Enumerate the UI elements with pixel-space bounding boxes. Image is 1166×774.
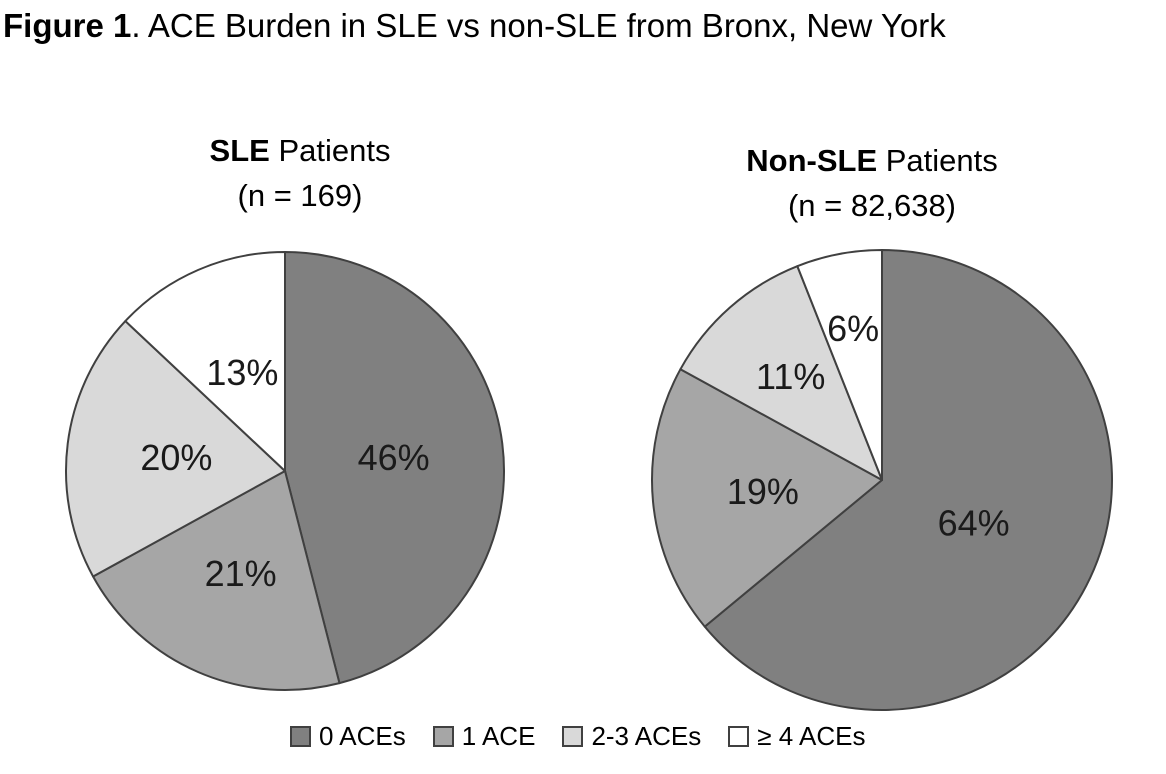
legend-label-4-plus-aces: ≥ 4 ACEs bbox=[757, 721, 866, 751]
figure-title: Figure 1. ACE Burden in SLE vs non-SLE f… bbox=[3, 6, 946, 46]
figure-title-text: . ACE Burden in SLE vs non-SLE from Bron… bbox=[131, 7, 946, 44]
pie-chart-sle-patients: 46% 21% 20% 13% bbox=[65, 251, 505, 691]
chart-title-non-sle-bold: Non-SLE bbox=[746, 143, 878, 178]
pie-slice-1-ace bbox=[92, 470, 341, 691]
legend-label-1-ace: 1 ACE bbox=[461, 721, 536, 751]
pie-slice-2-3-aces bbox=[65, 320, 286, 578]
legend-label-2-3-aces: 2-3 ACEs bbox=[591, 721, 702, 751]
legend-label-0-aces: 0 ACEs bbox=[319, 721, 406, 751]
slice-label--4-aces: 6% bbox=[827, 308, 879, 349]
chart-title-non-sle: Non-SLE Patients (n = 82,638) bbox=[672, 138, 1072, 228]
chart-title-sle-rest: Patients bbox=[269, 133, 391, 168]
slice-label-0-aces: 64% bbox=[938, 503, 1010, 544]
slice-label-1-ace: 21% bbox=[205, 553, 277, 594]
legend-swatch-1-ace bbox=[432, 725, 454, 747]
slice-label--4-aces: 13% bbox=[206, 352, 278, 393]
legend-item-4-plus-aces: ≥ 4 ACEs bbox=[728, 723, 865, 749]
legend-item-2-3-aces: 2-3 ACEs bbox=[562, 723, 701, 749]
legend-item-0-aces: 0 ACEs bbox=[290, 723, 406, 749]
chart-title-non-sle-line1: Non-SLE Patients bbox=[672, 138, 1072, 183]
chart-title-non-sle-rest: Patients bbox=[877, 143, 998, 178]
chart-subtitle-sle: (n = 169) bbox=[237, 178, 363, 213]
legend-swatch-2-3-aces bbox=[562, 725, 584, 747]
pie-slice--4-aces bbox=[796, 249, 883, 481]
pie-slice--4-aces bbox=[124, 251, 286, 472]
chart-subtitle-non-sle: (n = 82,638) bbox=[787, 188, 957, 223]
pie-slice-1-ace bbox=[651, 368, 883, 628]
chart-title-sle: SLE Patients (n = 169) bbox=[100, 128, 500, 218]
chart-title-sle-bold: SLE bbox=[209, 133, 270, 168]
legend-swatch-4-plus-aces bbox=[728, 725, 750, 747]
chart-title-sle-line1: SLE Patients bbox=[100, 128, 500, 173]
slice-label-2-3-aces: 20% bbox=[140, 437, 212, 478]
slice-label-2-3-aces: 11% bbox=[756, 356, 825, 397]
legend-swatch-0-aces bbox=[290, 725, 311, 747]
pie-slice-2-3-aces bbox=[679, 265, 883, 481]
legend-item-1-ace: 1 ACE bbox=[432, 721, 536, 751]
pie-slice-0-aces bbox=[703, 249, 1113, 711]
legend: 0 ACEs 1 ACE 2-3 ACEs ≥ 4 ACEs bbox=[290, 723, 865, 749]
pie-chart-non-sle-patients: 64% 19% 11%6% bbox=[651, 249, 1113, 711]
pie-slice-0-aces bbox=[284, 251, 505, 685]
slice-label-0-aces: 46% bbox=[358, 437, 430, 478]
figure-title-number: Figure 1 bbox=[3, 7, 132, 44]
slice-label-1-ace: 19% bbox=[727, 471, 799, 512]
